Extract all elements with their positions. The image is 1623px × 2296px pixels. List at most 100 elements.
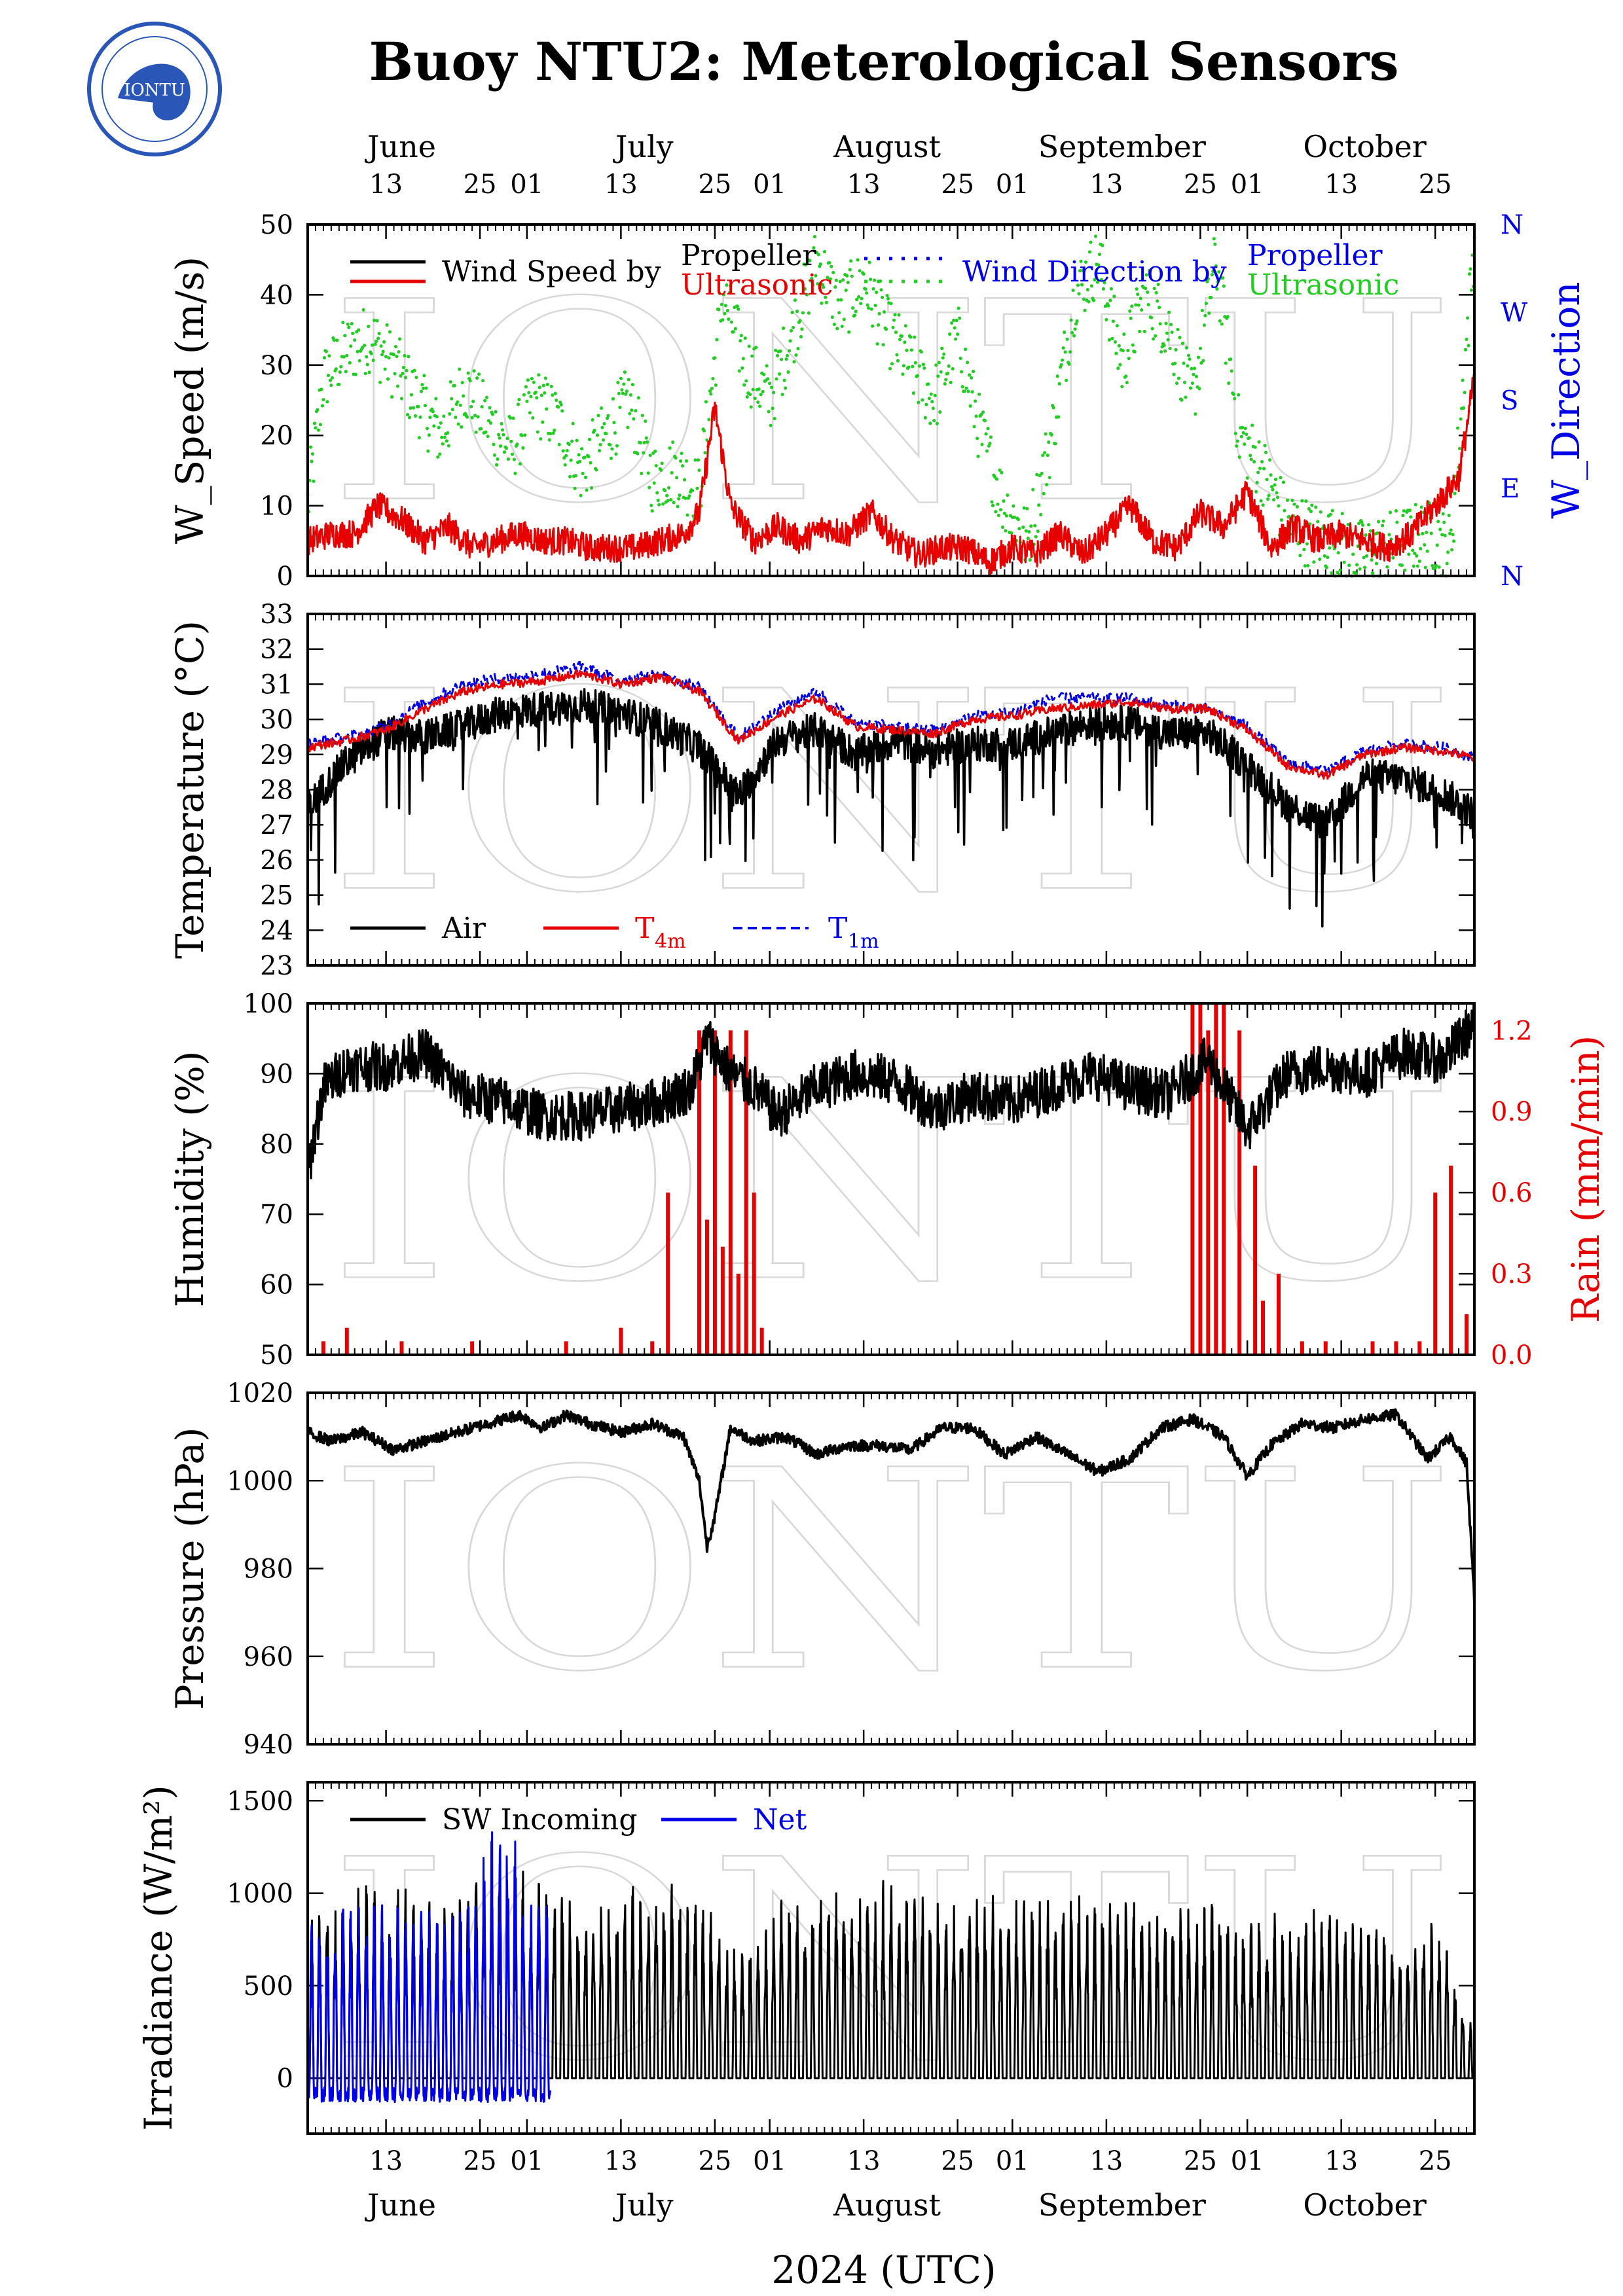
wind-direction-point bbox=[800, 327, 804, 331]
wind-direction-point bbox=[1167, 310, 1171, 314]
wind-direction-point bbox=[989, 435, 993, 439]
wind-direction-point bbox=[1089, 240, 1093, 244]
wind-direction-point bbox=[1039, 512, 1043, 516]
wind-direction-point bbox=[1469, 288, 1474, 292]
wind-direction-point bbox=[1186, 353, 1191, 357]
wind-direction-point bbox=[632, 417, 636, 421]
wind-direction-point bbox=[826, 276, 830, 279]
legend-label: Air bbox=[441, 912, 486, 945]
wind-direction-point bbox=[739, 339, 742, 343]
wind-direction-point bbox=[956, 332, 960, 336]
wind-direction-point bbox=[998, 508, 1003, 512]
wind-direction-point bbox=[460, 381, 464, 385]
wind-direction-point bbox=[902, 364, 906, 368]
wind-direction-point bbox=[830, 315, 834, 319]
wind-direction-point bbox=[636, 396, 640, 400]
wind-direction-point bbox=[363, 344, 367, 348]
wind-direction-point bbox=[416, 404, 420, 408]
x-tick-label: 01 bbox=[510, 2146, 543, 2176]
wind-direction-point bbox=[828, 260, 831, 265]
wind-direction-point bbox=[1438, 528, 1442, 531]
wind-direction-point bbox=[458, 367, 462, 371]
wind-direction-point bbox=[318, 422, 323, 427]
wind-direction-point bbox=[619, 376, 623, 380]
wind-direction-point bbox=[1180, 398, 1184, 402]
wind-direction-point bbox=[655, 491, 659, 495]
wind-direction-point bbox=[1253, 445, 1257, 449]
wind-direction-point bbox=[1099, 278, 1104, 281]
wind-direction-point bbox=[409, 406, 412, 410]
wind-direction-point bbox=[1144, 286, 1148, 291]
wind-direction-point bbox=[1154, 334, 1158, 338]
wind-direction-point bbox=[371, 358, 375, 363]
wind-direction-point bbox=[749, 405, 753, 409]
wind-direction-point bbox=[441, 442, 445, 446]
wind-direction-point bbox=[1229, 357, 1233, 361]
panel-frame bbox=[306, 1002, 1476, 1356]
wind-direction-point bbox=[777, 372, 782, 376]
wind-direction-point bbox=[626, 425, 630, 429]
wind-direction-point bbox=[942, 352, 946, 356]
wind-direction-point bbox=[695, 486, 699, 490]
wind-direction-point bbox=[1366, 523, 1371, 527]
wind-direction-point bbox=[500, 428, 505, 432]
wind-direction-point bbox=[847, 330, 851, 334]
wind-direction-point bbox=[953, 326, 957, 330]
wind-direction-point bbox=[367, 370, 371, 374]
wind-direction-point bbox=[751, 387, 755, 391]
wind-direction-point bbox=[612, 421, 616, 425]
wind-direction-point bbox=[1316, 520, 1320, 524]
wind-direction-point bbox=[625, 389, 629, 393]
wind-direction-point bbox=[1047, 440, 1051, 444]
wind-direction-point bbox=[971, 369, 976, 373]
x-tick-label: 13 bbox=[369, 170, 403, 200]
wind-direction-point bbox=[1146, 290, 1150, 294]
x-tick-label: 13 bbox=[847, 170, 881, 200]
wind-direction-point bbox=[524, 385, 528, 389]
wind-direction-point bbox=[996, 502, 1000, 506]
wind-direction-point bbox=[969, 376, 974, 380]
wind-direction-point bbox=[745, 395, 749, 399]
y2-tick-label: E bbox=[1501, 474, 1520, 504]
wind-direction-point bbox=[342, 355, 346, 359]
wind-direction-point bbox=[348, 361, 352, 365]
wind-direction-point bbox=[960, 370, 964, 374]
wind-direction-point bbox=[757, 387, 761, 391]
wind-direction-point bbox=[1245, 432, 1249, 437]
wind-direction-point bbox=[351, 331, 355, 336]
wind-direction-point bbox=[1446, 550, 1450, 554]
wind-direction-point bbox=[727, 317, 731, 321]
wind-direction-point bbox=[450, 408, 454, 412]
wind-direction-point bbox=[913, 335, 917, 339]
wind-direction-point bbox=[870, 324, 875, 328]
wind-direction-point bbox=[803, 287, 807, 291]
wind-direction-point bbox=[725, 308, 729, 313]
wind-direction-point bbox=[483, 399, 487, 403]
wind-direction-point bbox=[1256, 471, 1260, 475]
wind-direction-point bbox=[1374, 562, 1379, 565]
wind-direction-point bbox=[713, 356, 717, 360]
wind-direction-point bbox=[1104, 317, 1108, 322]
wind-direction-point bbox=[543, 376, 547, 380]
wind-direction-point bbox=[539, 393, 543, 397]
wind-direction-point bbox=[856, 258, 860, 262]
wind-direction-point bbox=[678, 459, 683, 463]
wind-direction-point bbox=[828, 277, 832, 281]
wind-direction-point bbox=[1461, 406, 1466, 410]
y-tick-label: 33 bbox=[260, 600, 293, 630]
wind-direction-point bbox=[334, 367, 338, 371]
wind-direction-point bbox=[663, 488, 667, 493]
wind-direction-point bbox=[1022, 506, 1026, 510]
wind-direction-point bbox=[630, 408, 634, 412]
legend-label: T bbox=[828, 912, 847, 945]
wind-direction-point bbox=[1004, 514, 1009, 518]
wind-direction-point bbox=[1216, 279, 1220, 284]
y-tick-label: 1000 bbox=[227, 1466, 293, 1496]
wind-direction-point bbox=[812, 235, 816, 239]
wind-direction-point bbox=[614, 452, 618, 456]
wind-direction-point bbox=[628, 412, 632, 416]
wind-direction-point bbox=[1304, 499, 1308, 503]
wind-direction-point bbox=[789, 329, 793, 332]
wind-direction-point bbox=[395, 354, 399, 359]
wind-direction-point bbox=[1012, 515, 1016, 519]
